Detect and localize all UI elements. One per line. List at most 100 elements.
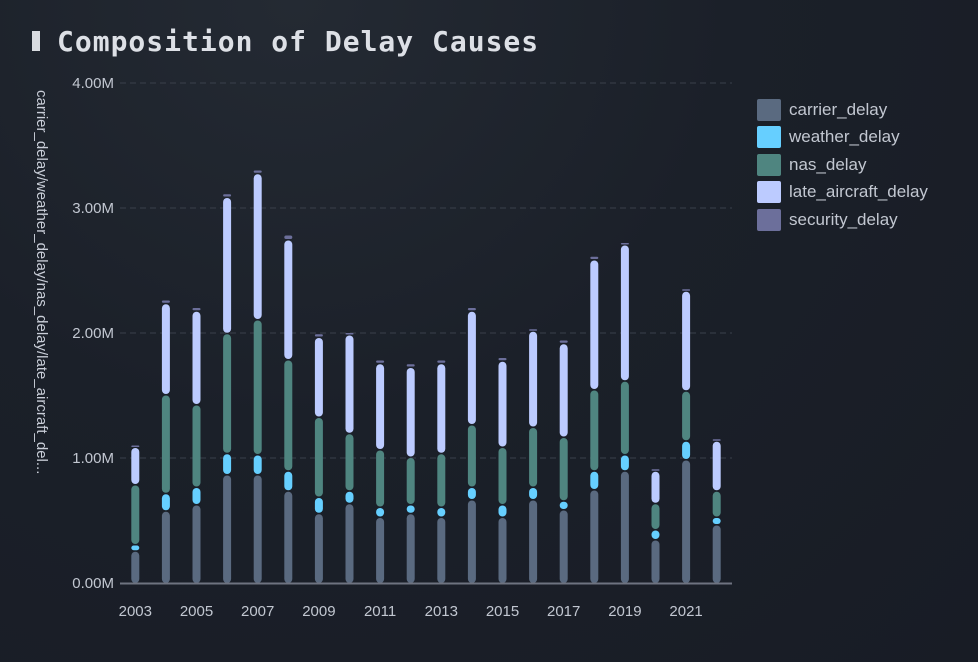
- y-tick-label: 4.00M: [72, 75, 114, 92]
- bar-carrier_delay: [682, 460, 691, 583]
- bar-weather_delay: [651, 530, 660, 539]
- legend: carrier_delay weather_delay nas_delay late_…: [757, 96, 928, 234]
- legend-swatch: [757, 98, 781, 121]
- bar-carrier_delay: [314, 514, 323, 583]
- bar-nas_delay: [223, 334, 232, 453]
- bar-late_aircraft_delay: [345, 335, 354, 433]
- y-tick-label: 0.00M: [72, 575, 114, 592]
- bar-security_delay: [284, 235, 293, 239]
- bar-stack-2020: [651, 469, 660, 583]
- x-tick-label: 2011: [364, 603, 396, 620]
- x-tick-label: 2019: [608, 603, 641, 620]
- bar-nas_delay: [590, 390, 599, 471]
- bar-late_aircraft_delay: [253, 174, 262, 319]
- bar-late_aircraft_delay: [590, 260, 599, 389]
- legend-item-late_aircraft_delay[interactable]: late_aircraft_delay: [757, 179, 928, 207]
- bar-carrier_delay: [498, 518, 507, 583]
- x-tick-label: 2003: [119, 603, 152, 620]
- bar-nas_delay: [406, 458, 415, 504]
- chart-title: Composition of Delay Causes: [57, 24, 540, 58]
- chart-title-block: Composition of Delay Causes: [32, 24, 540, 58]
- bar-carrier_delay: [437, 518, 446, 583]
- bar-nas_delay: [437, 454, 446, 507]
- legend-item-security_delay[interactable]: security_delay: [757, 206, 928, 234]
- bar-carrier_delay: [192, 505, 201, 583]
- bar-nas_delay: [161, 395, 170, 493]
- bar-stack-2011: [376, 360, 385, 583]
- legend-label: security_delay: [789, 209, 898, 229]
- bar-carrier_delay: [529, 500, 538, 583]
- bar-late_aircraft_delay: [467, 311, 476, 424]
- bar-security_delay: [437, 360, 446, 363]
- bar-weather_delay: [406, 505, 415, 513]
- bar-security_delay: [131, 445, 140, 447]
- bar-stack-2014: [467, 308, 476, 583]
- bar-stack-2010: [345, 333, 354, 583]
- bar-security_delay: [223, 194, 232, 197]
- legend-item-weather_delay[interactable]: weather_delay: [757, 124, 928, 152]
- x-tick-label: 2015: [486, 603, 519, 620]
- bar-stack-2016: [529, 329, 538, 583]
- bar-security_delay: [406, 364, 415, 367]
- bar-security_delay: [620, 243, 629, 245]
- bar-late_aircraft_delay: [223, 198, 232, 333]
- bar-late_aircraft_delay: [437, 364, 446, 453]
- bar-late_aircraft_delay: [620, 245, 629, 381]
- bar-late_aircraft_delay: [529, 331, 538, 427]
- bar-weather_delay: [437, 508, 446, 517]
- bar-carrier_delay: [651, 540, 660, 583]
- y-axis-label: carrier_delay/weather_delay/nas_delay/la…: [34, 90, 50, 475]
- bar-weather_delay: [376, 508, 385, 517]
- bar-nas_delay: [345, 434, 354, 491]
- bar-nas_delay: [284, 360, 293, 471]
- bar-security_delay: [376, 360, 385, 363]
- legend-item-nas_delay[interactable]: nas_delay: [757, 151, 928, 179]
- bar-weather_delay: [620, 455, 629, 471]
- x-tick-label: 2005: [180, 603, 213, 620]
- bar-weather_delay: [253, 455, 262, 474]
- bar-nas_delay: [253, 320, 262, 454]
- bar-security_delay: [529, 329, 538, 331]
- legend-swatch: [757, 153, 781, 176]
- x-tick-label: 2021: [669, 603, 702, 620]
- y-tick-label: 2.00M: [72, 325, 114, 342]
- bar-stack-2019: [620, 243, 629, 583]
- title-accent-bar: [32, 31, 40, 51]
- bar-weather_delay: [161, 494, 170, 511]
- bar-security_delay: [161, 300, 170, 303]
- bar-nas_delay: [498, 448, 507, 504]
- bar-nas_delay: [620, 381, 629, 454]
- bar-weather_delay: [223, 454, 232, 474]
- bar-weather_delay: [590, 471, 599, 489]
- bar-carrier_delay: [559, 510, 568, 583]
- x-tick-label: 2017: [547, 603, 580, 620]
- legend-label: weather_delay: [789, 127, 900, 147]
- bar-carrier_delay: [620, 471, 629, 583]
- bar-stack-2012: [406, 364, 415, 583]
- bar-carrier_delay: [345, 504, 354, 583]
- bar-nas_delay: [192, 405, 201, 487]
- bar-nas_delay: [529, 428, 538, 487]
- bar-stack-2007: [253, 170, 262, 583]
- bar-late_aircraft_delay: [498, 361, 507, 447]
- bar-late_aircraft_delay: [651, 471, 660, 503]
- bar-weather_delay: [682, 441, 691, 459]
- bar-carrier_delay: [284, 491, 293, 583]
- bar-late_aircraft_delay: [131, 448, 140, 484]
- bars: [131, 170, 721, 583]
- bar-carrier_delay: [590, 490, 599, 583]
- bar-late_aircraft_delay: [376, 364, 385, 449]
- bar-carrier_delay: [467, 500, 476, 583]
- bar-weather_delay: [498, 505, 507, 517]
- bar-nas_delay: [712, 491, 721, 517]
- legend-item-carrier_delay[interactable]: carrier_delay: [757, 96, 928, 124]
- bar-late_aircraft_delay: [161, 304, 170, 394]
- x-tick-label: 2013: [425, 603, 458, 620]
- legend-label: nas_delay: [789, 154, 867, 174]
- bar-weather_delay: [529, 488, 538, 499]
- bar-late_aircraft_delay: [712, 441, 721, 491]
- bar-nas_delay: [131, 485, 140, 544]
- bar-weather_delay: [284, 471, 293, 491]
- bar-security_delay: [498, 358, 507, 361]
- bar-carrier_delay: [376, 518, 385, 583]
